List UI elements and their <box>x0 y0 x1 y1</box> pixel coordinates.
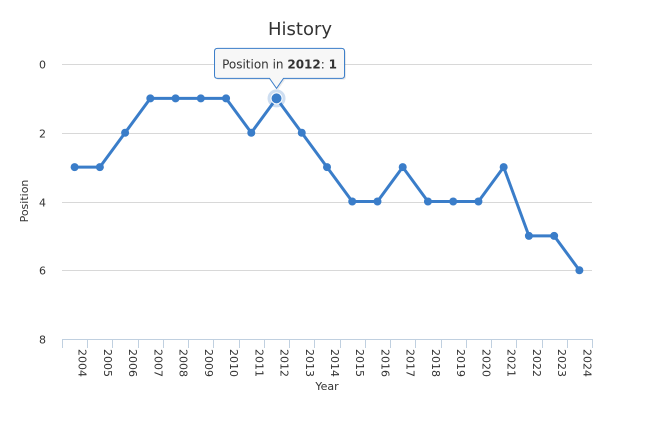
x-tick-label: 2017 <box>404 349 417 377</box>
data-point[interactable] <box>297 128 306 137</box>
x-tick-label: 2024 <box>580 349 593 377</box>
y-axis-title: Position <box>18 180 31 223</box>
data-point[interactable] <box>247 128 256 137</box>
data-point[interactable] <box>348 197 357 206</box>
series-line <box>73 96 581 272</box>
data-point[interactable] <box>373 197 382 206</box>
x-tick-label: 2023 <box>555 349 568 377</box>
x-tick-label: 2008 <box>177 349 190 377</box>
y-tick-label: 0 <box>39 59 46 72</box>
x-tick-label: 2018 <box>429 349 442 377</box>
data-point[interactable] <box>575 266 584 275</box>
tooltip-separator: : <box>321 57 329 71</box>
x-tick-label: 2007 <box>151 349 164 377</box>
y-tick-label: 4 <box>39 197 46 210</box>
y-axis-ticks: 0 2 4 6 8 <box>39 59 46 347</box>
data-point[interactable] <box>524 231 533 240</box>
x-tick-label: 2015 <box>353 349 366 377</box>
x-axis-title: Year <box>314 380 339 393</box>
x-tick-label: 2011 <box>252 349 265 377</box>
data-point[interactable] <box>499 163 508 172</box>
data-point[interactable] <box>196 94 205 103</box>
y-tick-label: 2 <box>39 128 46 141</box>
x-tick-label: 2004 <box>76 349 89 377</box>
x-tick-label: 2016 <box>378 349 391 377</box>
data-point[interactable] <box>146 94 155 103</box>
x-tick-label: 2014 <box>328 349 341 377</box>
x-tick-label: 2010 <box>227 349 240 377</box>
x-tick-label: 2019 <box>454 349 467 377</box>
data-point[interactable] <box>449 197 458 206</box>
data-point[interactable] <box>474 197 483 206</box>
x-tick-label: 2020 <box>479 349 492 377</box>
data-point[interactable] <box>423 197 432 206</box>
tooltip-value: 1 <box>329 57 337 71</box>
axes <box>62 339 593 348</box>
data-point[interactable] <box>398 163 407 172</box>
highlight-point[interactable] <box>270 92 283 105</box>
tooltip-box <box>214 47 346 90</box>
data-point[interactable] <box>323 163 331 172</box>
x-tick-label: 2006 <box>126 349 139 377</box>
x-axis-ticks: 2004 2005 2006 2007 2008 2009 2010 2011 2012 2013… <box>76 349 594 377</box>
tooltip: Position in 2012: 1 <box>214 47 347 90</box>
tooltip-prefix: Position in <box>222 57 287 71</box>
data-point[interactable] <box>70 163 79 172</box>
tooltip-category: 2012 <box>287 57 320 71</box>
x-tick-label: 2022 <box>530 349 543 377</box>
x-tick-label: 2005 <box>101 349 114 377</box>
x-tick-label: 2021 <box>505 349 518 377</box>
data-point[interactable] <box>171 94 180 103</box>
data-point[interactable] <box>222 94 231 103</box>
x-tick-label: 2012 <box>278 349 291 377</box>
chart-title: History <box>268 19 332 40</box>
y-tick-label: 8 <box>39 334 46 347</box>
y-tick-label: 6 <box>39 265 46 278</box>
series-group <box>70 89 584 275</box>
data-point[interactable] <box>121 128 130 137</box>
data-point[interactable] <box>95 163 104 172</box>
x-tick-label: 2013 <box>303 349 316 377</box>
data-point[interactable] <box>550 231 559 240</box>
x-tick-label: 2009 <box>202 349 215 377</box>
tooltip-text: Position in 2012: 1 <box>222 57 337 71</box>
